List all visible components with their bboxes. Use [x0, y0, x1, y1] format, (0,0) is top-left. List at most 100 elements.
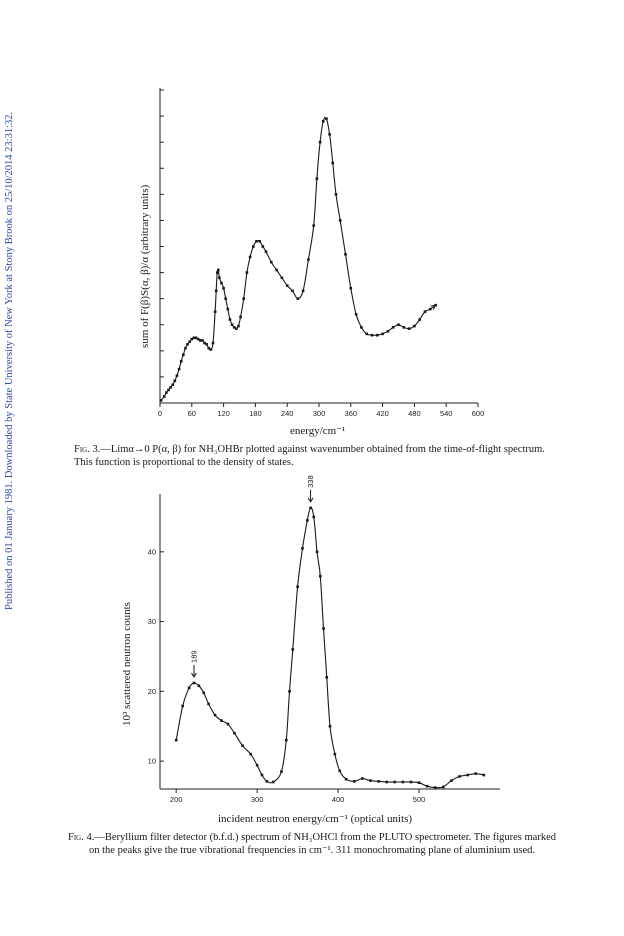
fig4-data-point	[306, 519, 309, 522]
fig4-data-point	[249, 752, 252, 756]
fig3-data-point	[251, 245, 255, 248]
fig3-data-point	[211, 341, 215, 345]
fig4-data-point	[309, 506, 312, 510]
fig4-data-point	[369, 779, 372, 782]
fig3-data-point	[391, 326, 395, 329]
fig3-data-point	[338, 219, 342, 222]
fig4-data-point	[181, 704, 184, 708]
fig4-x-tick-label: 400	[332, 795, 345, 804]
fig3-data-point	[325, 117, 328, 120]
fig3-data-point	[261, 245, 265, 248]
fig4-peak-arrowhead	[307, 497, 314, 503]
fig4-x-tick-label: 300	[251, 795, 264, 804]
fig4-data-point	[433, 786, 437, 789]
fig3-x-tick-label: 180	[249, 409, 262, 418]
fig3-data-point	[167, 388, 170, 392]
fig3-x-tick-label: 60	[188, 409, 196, 418]
fig3-data-point	[186, 343, 189, 346]
fig4-data-point	[202, 691, 206, 695]
fig3-data-point	[331, 161, 335, 165]
fig4-data-point	[377, 780, 380, 783]
fig3-caption-label: Fig. 3.	[74, 444, 101, 455]
fig3-data-point	[354, 313, 358, 316]
fig3-data-point	[203, 341, 206, 345]
fig3-data-point	[275, 268, 278, 272]
fig4-data-point	[220, 719, 223, 722]
fig3-data-point	[171, 383, 175, 387]
fig3-data-point	[312, 224, 315, 227]
fig3-data-point	[162, 395, 166, 398]
fig4-y-tick-label: 30	[148, 617, 156, 626]
fig4-data-point	[192, 681, 196, 685]
fig3-data-point	[270, 260, 273, 264]
fig3-data-point	[194, 336, 198, 340]
fig3-data-point	[301, 289, 305, 293]
fig3-data-point	[255, 239, 258, 243]
fig4-data-point	[417, 781, 421, 785]
fig3-data-point	[397, 323, 400, 327]
fig4-peak-arrowhead	[191, 672, 197, 678]
fig3-data-point	[418, 318, 421, 321]
fig3-x-tick-label: 120	[217, 409, 230, 418]
fig4-x-tick-label: 500	[413, 795, 426, 804]
fig4-data-point	[328, 724, 332, 728]
fig3-data-point	[307, 258, 310, 261]
fig3-caption: Fig. 3.—Limα→0 P(α, β) for NH₃OHBr plott…	[74, 444, 548, 469]
fig4-data-point	[280, 770, 283, 773]
fig3-data-point	[402, 326, 406, 329]
fig3-data-point	[280, 276, 284, 280]
fig4-x-tick-label: 200	[170, 795, 183, 804]
fig3-data-point	[285, 284, 289, 287]
fig4-data-point	[265, 780, 269, 783]
fig3-data-point	[201, 339, 204, 342]
fig3-x-tick-label: 0	[158, 409, 162, 418]
fig3-data-point	[177, 367, 181, 371]
fig3-data-point	[235, 327, 238, 330]
fig3-data-point	[175, 374, 179, 377]
fig3-data-point	[159, 399, 163, 402]
fig3-data-point	[188, 340, 191, 344]
fig4-data-point	[458, 775, 461, 778]
fig4-y-tick-label: 10	[148, 757, 156, 766]
fig3-data-point	[245, 271, 249, 274]
fig3-data-point	[209, 348, 213, 351]
fig3-data-point	[291, 289, 294, 293]
fig3-data-point	[196, 337, 200, 341]
fig3-data-point	[349, 286, 353, 290]
fig3-data-point	[344, 253, 347, 256]
fig3-x-tick-label: 420	[376, 409, 389, 418]
fig3-x-tick-label: 540	[440, 409, 453, 418]
fig3-data-point	[429, 307, 432, 311]
fig3-data-point	[179, 359, 183, 363]
fig4-data-point	[207, 702, 210, 706]
fig3-data-point	[190, 337, 194, 341]
fig3-data-point	[205, 343, 208, 346]
fig4-data-point	[197, 684, 201, 688]
fig3-x-tick-label: 480	[408, 409, 421, 418]
fig3-data-point	[224, 297, 228, 300]
fig4-data-point	[361, 777, 364, 780]
fig3-data-point	[370, 333, 374, 337]
fig3-data-point	[376, 333, 379, 337]
fig4-data-point	[226, 722, 230, 726]
fig4-data-point	[474, 772, 478, 775]
fig3-data-point	[318, 140, 322, 144]
fig4-data-point	[291, 648, 295, 651]
fig3-data-point	[258, 239, 261, 243]
fig4-data-point	[325, 676, 329, 679]
fig4-data-point	[296, 585, 299, 588]
fig3-data-point	[296, 297, 300, 300]
fig4-data-point	[288, 690, 291, 693]
fig3-data-point	[173, 379, 177, 383]
fig3-data-point	[198, 339, 202, 342]
fig4-data-point	[187, 686, 191, 690]
fig3-data-point	[232, 326, 236, 329]
fig4-data-point	[466, 773, 469, 777]
fig4-data-point	[233, 731, 236, 735]
fig4-ylabel-text: 10³ scattered neutron counts	[121, 602, 133, 726]
fig3-data-point	[242, 297, 246, 300]
fig4-data-point	[344, 777, 348, 781]
fig4-data-point	[260, 773, 264, 777]
fig4-data-point	[393, 780, 397, 784]
fig3-data-point	[228, 318, 232, 321]
